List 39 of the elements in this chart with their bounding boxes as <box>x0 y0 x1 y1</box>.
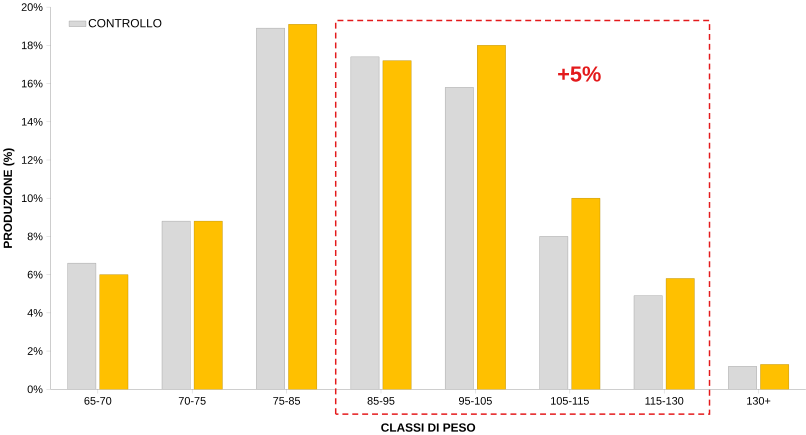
y-tick-label: 4% <box>27 309 43 317</box>
x-tick-label: 85-95 <box>368 396 394 405</box>
x-tick-label: 75-85 <box>273 396 300 405</box>
y-tick-label: 16% <box>22 80 43 88</box>
x-axis-title: CLASSI DI PESO <box>381 423 476 432</box>
annotation: +5% <box>558 66 601 82</box>
y-tick-label: 0% <box>28 385 43 394</box>
bar <box>666 278 695 390</box>
y-tick-label: 14% <box>22 118 43 126</box>
y-tick-label: 12% <box>22 156 43 164</box>
bar <box>382 60 412 390</box>
x-tick-label: 95-105 <box>458 396 492 405</box>
bar <box>162 220 191 390</box>
bar <box>571 198 600 390</box>
bar <box>539 236 568 390</box>
bar <box>194 220 223 390</box>
bar <box>634 295 663 390</box>
x-tick-label: 115-130 <box>645 396 684 405</box>
bar <box>288 24 318 390</box>
y-tick-label: 18% <box>22 42 43 50</box>
bar <box>477 45 506 390</box>
bar <box>445 87 474 390</box>
y-tick-label: 6% <box>28 270 43 278</box>
y-tick-label: 10% <box>22 194 43 202</box>
y-tick-label: 8% <box>28 232 43 240</box>
y-tick-label: 2% <box>28 347 43 355</box>
x-tick-label: 130+ <box>747 396 770 405</box>
bar <box>100 274 128 390</box>
bar <box>256 28 285 390</box>
legend-label: CONTROLLO <box>88 18 162 28</box>
x-tick-label: 65-70 <box>84 396 112 405</box>
y-tick-label: 20% <box>22 3 43 11</box>
bar <box>350 56 380 390</box>
bar <box>67 262 96 390</box>
y-axis-title: PRODUZIONE (%) <box>3 148 14 248</box>
bar <box>728 366 757 390</box>
bar <box>760 364 790 390</box>
x-tick-label: 70-75 <box>178 396 206 405</box>
x-tick-label: 105-115 <box>551 396 589 405</box>
